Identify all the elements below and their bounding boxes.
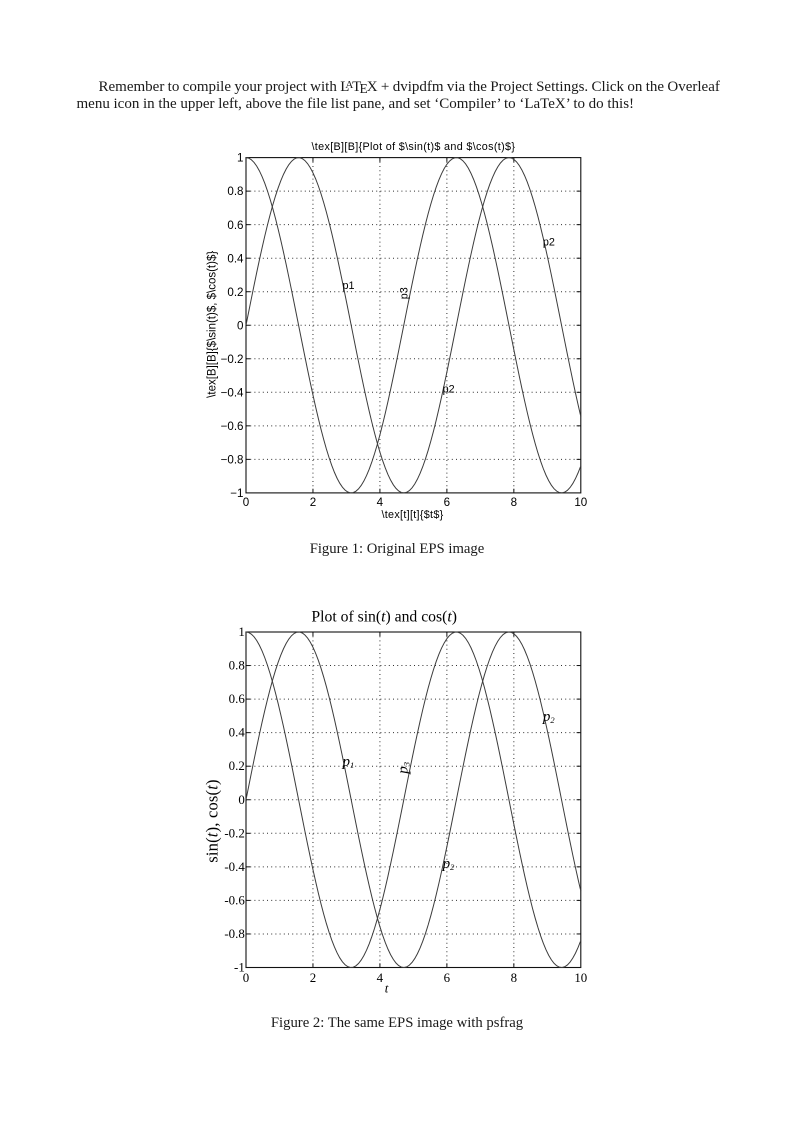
svg-text:Plot of sin(t) and cos(t): Plot of sin(t) and cos(t) (311, 609, 457, 626)
svg-text:0.6: 0.6 (227, 219, 243, 232)
svg-text:0.4: 0.4 (227, 252, 244, 265)
svg-text:p3: p3 (399, 287, 411, 299)
svg-text:t: t (385, 981, 389, 996)
svg-text:0: 0 (238, 793, 244, 807)
svg-text:-0.6: -0.6 (224, 893, 245, 907)
svg-text:−0.4: −0.4 (221, 386, 244, 399)
svg-text:sin(t), cos(t): sin(t), cos(t) (203, 779, 222, 863)
svg-text:0: 0 (243, 971, 249, 985)
svg-text:6: 6 (444, 496, 450, 509)
svg-text:8: 8 (511, 971, 517, 985)
svg-text:p2: p2 (542, 709, 556, 725)
svg-text:4: 4 (377, 971, 384, 985)
svg-text:0.8: 0.8 (227, 185, 243, 198)
svg-text:−1: −1 (230, 487, 243, 500)
svg-text:−0.6: −0.6 (221, 420, 244, 433)
svg-text:0.2: 0.2 (229, 759, 245, 773)
svg-text:\tex[t][t]{$t$}: \tex[t][t]{$t$} (381, 509, 443, 521)
svg-text:\tex[B][B]{Plot of $\sin(t)$ a: \tex[B][B]{Plot of $\sin(t)$ and $\cos(t… (311, 141, 515, 153)
svg-text:\tex[B][B]{$\sin(t)$, $\cos(t): \tex[B][B]{$\sin(t)$, $\cos(t)$} (207, 251, 219, 398)
svg-text:8: 8 (511, 496, 517, 509)
svg-text:0.2: 0.2 (227, 286, 243, 299)
svg-text:0.6: 0.6 (229, 692, 246, 706)
svg-text:2: 2 (310, 971, 316, 985)
svg-text:p3: p3 (396, 762, 412, 775)
svg-text:-1: -1 (234, 961, 245, 975)
svg-text:-0.4: -0.4 (224, 860, 245, 874)
svg-text:-0.2: -0.2 (224, 826, 244, 840)
svg-text:0.8: 0.8 (229, 659, 245, 673)
svg-text:p2: p2 (442, 856, 456, 872)
svg-text:0.4: 0.4 (229, 726, 246, 740)
svg-text:−0.8: −0.8 (221, 454, 244, 467)
svg-text:p2: p2 (543, 237, 555, 249)
svg-text:4: 4 (377, 496, 384, 509)
svg-text:10: 10 (574, 496, 587, 509)
svg-text:1: 1 (238, 625, 244, 639)
svg-text:p1: p1 (343, 280, 355, 292)
svg-text:p2: p2 (443, 383, 455, 395)
svg-text:6: 6 (444, 971, 451, 985)
svg-text:p1: p1 (342, 754, 355, 770)
svg-text:1: 1 (237, 152, 243, 165)
svg-text:0: 0 (243, 496, 249, 509)
svg-text:2: 2 (310, 496, 316, 509)
svg-text:−0.2: −0.2 (221, 353, 244, 366)
svg-text:10: 10 (574, 971, 587, 985)
svg-text:0: 0 (237, 319, 243, 332)
svg-text:-0.8: -0.8 (224, 927, 244, 941)
